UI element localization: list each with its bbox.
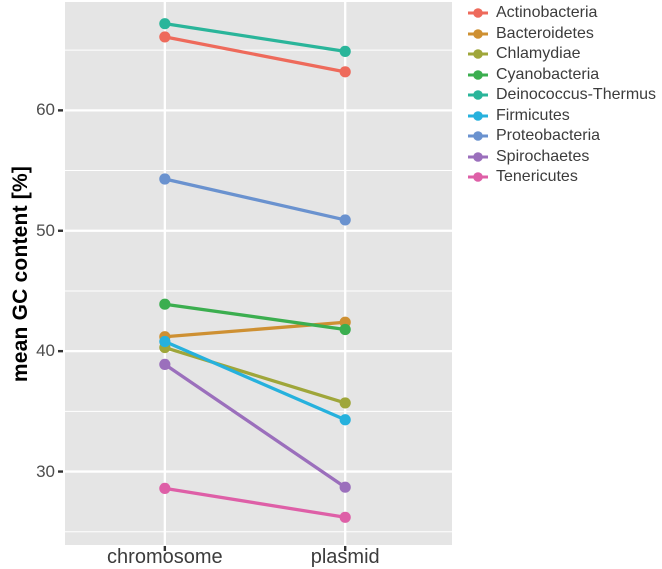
legend-item-bacteroidetes: Bacteroidetes bbox=[467, 24, 656, 45]
legend-label: Actinobacteria bbox=[496, 4, 598, 21]
data-point-deinococcus-thermus-plasmid bbox=[339, 45, 351, 57]
legend-key-icon bbox=[468, 49, 488, 60]
y-tick-label-50: 50 bbox=[36, 220, 55, 240]
legend-item-cyanobacteria: Cyanobacteria bbox=[467, 65, 656, 86]
data-point-firmicutes-plasmid bbox=[339, 414, 351, 426]
legend-key-icon bbox=[468, 69, 488, 80]
legend-key-icon bbox=[468, 28, 488, 39]
data-point-proteobacteria-plasmid bbox=[339, 214, 351, 226]
legend-item-spirochaetes: Spirochaetes bbox=[467, 147, 656, 168]
legend-key-icon bbox=[468, 110, 488, 121]
legend-key-icon bbox=[468, 151, 488, 162]
data-point-actinobacteria-chromosome bbox=[159, 31, 171, 43]
legend-key-icon bbox=[468, 8, 488, 19]
legend-label: Bacteroidetes bbox=[496, 24, 594, 42]
legend-label: Chlamydiae bbox=[496, 45, 581, 62]
series-line-tenericutes bbox=[164, 486, 346, 519]
legend-label: Proteobacteria bbox=[496, 127, 601, 144]
legend-item-deinococcus-thermus: Deinococcus-Thermus bbox=[467, 85, 656, 106]
data-point-deinococcus-thermus-chromosome bbox=[159, 18, 171, 30]
data-point-tenericutes-chromosome bbox=[159, 482, 171, 495]
legend-item-actinobacteria: Actinobacteria bbox=[467, 3, 656, 24]
x-tick-label-chromosome: chromosome bbox=[107, 546, 223, 568]
x-tick-label-plasmid: plasmid bbox=[310, 546, 380, 568]
data-point-actinobacteria-plasmid bbox=[339, 66, 351, 78]
data-point-firmicutes-chromosome bbox=[159, 335, 171, 348]
series-line-spirochaetes bbox=[163, 363, 347, 489]
legend-label: Spirochaetes bbox=[496, 147, 590, 165]
legend-label: Cyanobacteria bbox=[496, 65, 600, 83]
legend-item-proteobacteria: Proteobacteria bbox=[467, 126, 656, 147]
series-line-deinococcus-thermus bbox=[164, 22, 346, 53]
data-point-spirochaetes-chromosome bbox=[159, 358, 171, 371]
legend-item-chlamydiae: Chlamydiae bbox=[467, 44, 656, 65]
legend: Actinobacteria Bacteroidetes Chlamydiae Cya… bbox=[467, 3, 656, 188]
data-point-chlamydiae-plasmid bbox=[339, 397, 351, 409]
data-point-cyanobacteria-chromosome bbox=[159, 298, 171, 310]
series-line-actinobacteria bbox=[164, 35, 346, 74]
y-tick-label-60: 60 bbox=[36, 100, 55, 120]
series-line-firmicutes bbox=[164, 340, 346, 422]
data-point-proteobacteria-chromosome bbox=[159, 173, 171, 185]
legend-label: Firmicutes bbox=[496, 106, 570, 124]
series-line-cyanobacteria bbox=[164, 302, 346, 332]
panel-background bbox=[65, 2, 452, 545]
legend-key-icon bbox=[468, 172, 488, 183]
data-point-cyanobacteria-plasmid bbox=[339, 323, 351, 336]
series-line-chlamydiae bbox=[164, 345, 346, 405]
legend-item-firmicutes: Firmicutes bbox=[467, 106, 656, 127]
series-line-proteobacteria bbox=[164, 177, 346, 222]
y-tick-label-40: 40 bbox=[36, 341, 55, 361]
legend-key-icon bbox=[468, 90, 488, 101]
legend-item-tenericutes: Tenericutes bbox=[467, 167, 656, 188]
legend-label: Deinococcus-Thermus bbox=[496, 86, 657, 103]
legend-label: Tenericutes bbox=[496, 168, 578, 185]
y-tick-label-30: 30 bbox=[36, 461, 55, 481]
data-point-tenericutes-plasmid bbox=[339, 511, 351, 523]
data-point-spirochaetes-plasmid bbox=[339, 481, 351, 493]
legend-key-icon bbox=[468, 131, 488, 142]
